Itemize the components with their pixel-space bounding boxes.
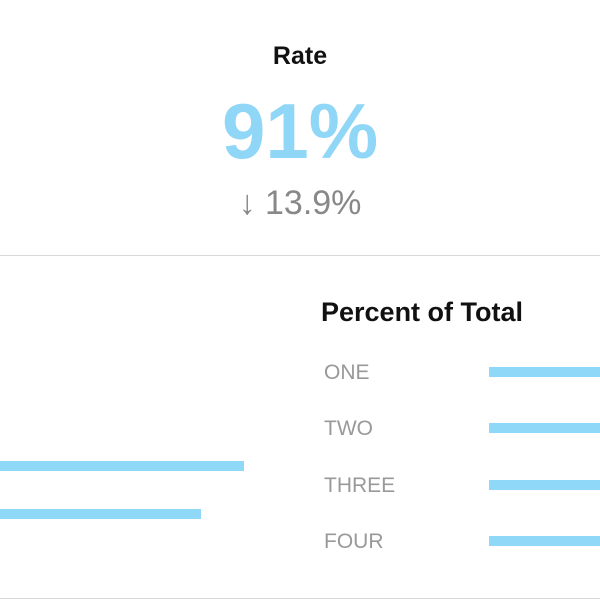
kpi-value: 91% bbox=[221, 87, 379, 175]
breakdown-title: Percent of Total bbox=[321, 297, 524, 327]
kpi-title: Rate bbox=[272, 42, 328, 70]
bar-decoration bbox=[0, 509, 201, 519]
row-bar bbox=[489, 480, 600, 490]
row-label: TWO bbox=[324, 417, 373, 440]
row-label: ONE bbox=[324, 361, 370, 384]
row-bar bbox=[489, 423, 600, 433]
row-bar bbox=[489, 367, 600, 377]
divider bbox=[0, 598, 600, 599]
row-bar bbox=[489, 536, 600, 546]
kpi-change: ↓ 13.9% bbox=[238, 184, 362, 222]
row-label: FOUR bbox=[324, 530, 384, 553]
bar-decoration bbox=[0, 461, 244, 471]
divider bbox=[0, 255, 600, 256]
row-label: THREE bbox=[324, 474, 396, 497]
